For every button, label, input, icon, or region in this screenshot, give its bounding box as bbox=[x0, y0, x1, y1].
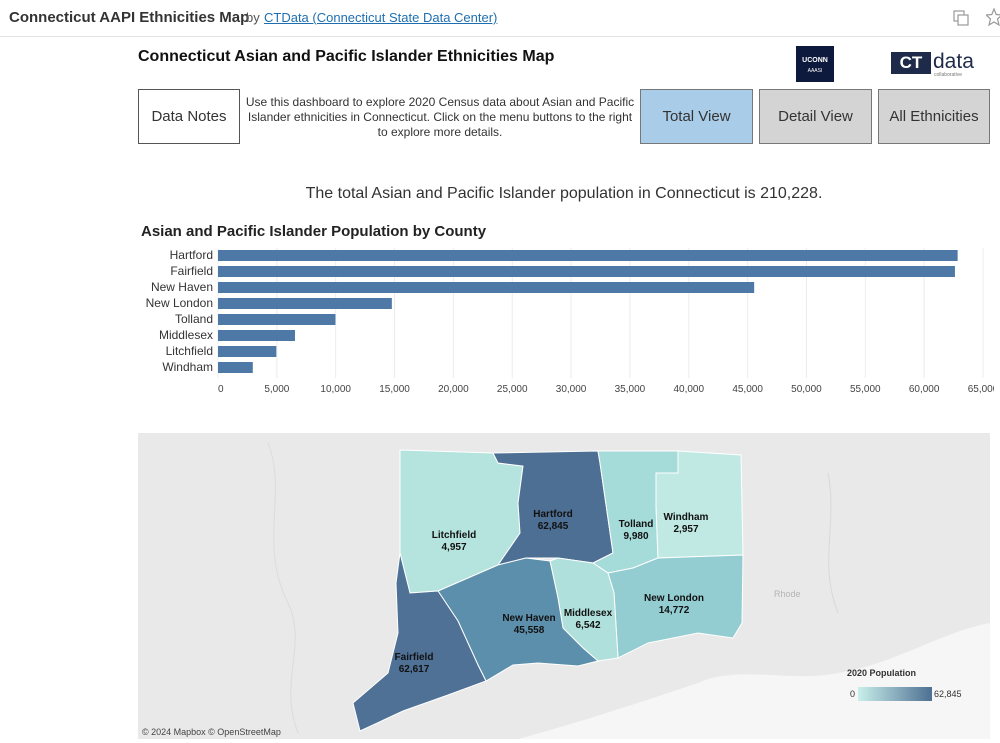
county-value-litchfield: 4,957 bbox=[441, 542, 466, 553]
x-tick-label: 0 bbox=[218, 384, 224, 395]
x-tick-label: 50,000 bbox=[791, 384, 822, 395]
county-label-hartford: Hartford bbox=[533, 509, 572, 520]
bar-windham[interactable] bbox=[218, 362, 253, 373]
category-label: New Haven bbox=[151, 280, 213, 294]
category-label: New London bbox=[146, 296, 213, 310]
bar-hartford[interactable] bbox=[218, 250, 958, 261]
category-label: Hartford bbox=[170, 248, 213, 262]
x-tick-label: 30,000 bbox=[556, 384, 587, 395]
ctdata-logo-ct: CT bbox=[891, 52, 931, 74]
x-tick-label: 40,000 bbox=[673, 384, 704, 395]
basemap-river bbox=[267, 442, 299, 734]
author-link[interactable]: CTData (Connecticut State Data Center) bbox=[264, 10, 498, 25]
legend-max: 62,845 bbox=[934, 689, 962, 699]
category-label: Fairfield bbox=[170, 264, 213, 278]
county-value-new-haven: 45,558 bbox=[514, 625, 545, 636]
county-value-middlesex: 6,542 bbox=[575, 620, 600, 631]
x-tick-label: 5,000 bbox=[264, 384, 289, 395]
county-value-new-london: 14,772 bbox=[659, 605, 690, 616]
x-tick-label: 15,000 bbox=[379, 384, 410, 395]
county-map[interactable]: Rhode Litchfield 4,957 Hartford 62,845 T… bbox=[138, 433, 990, 739]
county-new-london[interactable] bbox=[607, 554, 744, 659]
county-label-windham: Windham bbox=[664, 512, 709, 523]
dashboard-title: Connecticut Asian and Pacific Islander E… bbox=[138, 48, 555, 65]
place-label: Rhode bbox=[774, 589, 801, 599]
uconn-logo-sub: AAASI bbox=[807, 68, 823, 74]
star-icon[interactable] bbox=[986, 8, 1000, 26]
basemap-water bbox=[518, 623, 990, 739]
ctdata-logo-collab: collaborative bbox=[934, 72, 963, 78]
intro-text: Use this dashboard to explore 2020 Censu… bbox=[245, 95, 635, 139]
category-label: Middlesex bbox=[159, 328, 213, 342]
category-label: Windham bbox=[162, 360, 213, 374]
x-tick-label: 55,000 bbox=[850, 384, 881, 395]
county-value-fairfield: 62,617 bbox=[399, 664, 430, 675]
county-label-tolland: Tolland bbox=[619, 519, 654, 530]
county-windham[interactable] bbox=[655, 450, 744, 559]
ctdata-logo-data: data bbox=[933, 50, 974, 73]
map-svg: Rhode Litchfield 4,957 Hartford 62,845 T… bbox=[138, 433, 990, 739]
county-value-tolland: 9,980 bbox=[623, 531, 648, 542]
legend-min: 0 bbox=[850, 689, 855, 699]
total-view-button[interactable]: Total View bbox=[640, 89, 753, 144]
uconn-logo: UCONN AAASI bbox=[796, 46, 834, 82]
bar-new-london[interactable] bbox=[218, 298, 392, 309]
county-label-fairfield: Fairfield bbox=[395, 652, 434, 663]
bar-chart: 0 5,000 10,000 15,000 20,000 25,000 30,000 35,0… bbox=[146, 248, 994, 395]
bar-middlesex[interactable] bbox=[218, 330, 295, 341]
x-tick-label: 60,000 bbox=[909, 384, 940, 395]
county-label-middlesex: Middlesex bbox=[564, 608, 613, 619]
legend-title: 2020 Population bbox=[847, 668, 916, 678]
by-label: by bbox=[246, 10, 260, 25]
x-tick-label: 65,000 bbox=[968, 384, 994, 395]
county-fairfield[interactable] bbox=[352, 552, 487, 732]
uconn-logo-text: UCONN bbox=[802, 57, 828, 64]
bar-litchfield[interactable] bbox=[218, 346, 277, 357]
detail-view-button[interactable]: Detail View bbox=[759, 89, 872, 144]
viz-title: Connecticut AAPI Ethnicities Map bbox=[9, 9, 250, 26]
x-tick-label: 45,000 bbox=[732, 384, 763, 395]
county-value-windham: 2,957 bbox=[673, 524, 698, 535]
x-tick-label: 25,000 bbox=[497, 384, 528, 395]
category-label: Tolland bbox=[175, 312, 213, 326]
county-value-hartford: 62,845 bbox=[538, 521, 569, 532]
bar-tolland[interactable] bbox=[218, 314, 336, 325]
map-credit: © 2024 Mapbox © OpenStreetMap bbox=[142, 727, 281, 737]
copy-icon[interactable] bbox=[953, 10, 969, 26]
x-tick-label: 10,000 bbox=[320, 384, 351, 395]
all-ethnicities-button[interactable]: All Ethnicities bbox=[878, 89, 990, 144]
chart-title: Asian and Pacific Islander Population by… bbox=[141, 223, 487, 240]
basemap-road bbox=[827, 472, 839, 614]
bar-new-haven[interactable] bbox=[218, 282, 755, 293]
x-tick-label: 20,000 bbox=[438, 384, 469, 395]
total-population-text: The total Asian and Pacific Islander pop… bbox=[305, 185, 823, 202]
category-label: Litchfield bbox=[166, 344, 213, 358]
x-tick-label: 35,000 bbox=[615, 384, 646, 395]
top-bar: Connecticut AAPI Ethnicities Map by CTDa… bbox=[0, 0, 1000, 37]
county-label-new-london: New London bbox=[644, 593, 704, 604]
data-notes-button[interactable]: Data Notes bbox=[138, 89, 240, 144]
county-label-litchfield: Litchfield bbox=[432, 530, 476, 541]
county-label-new-haven: New Haven bbox=[502, 613, 555, 624]
bar-fairfield[interactable] bbox=[218, 266, 955, 277]
legend-gradient-bar bbox=[858, 687, 932, 701]
